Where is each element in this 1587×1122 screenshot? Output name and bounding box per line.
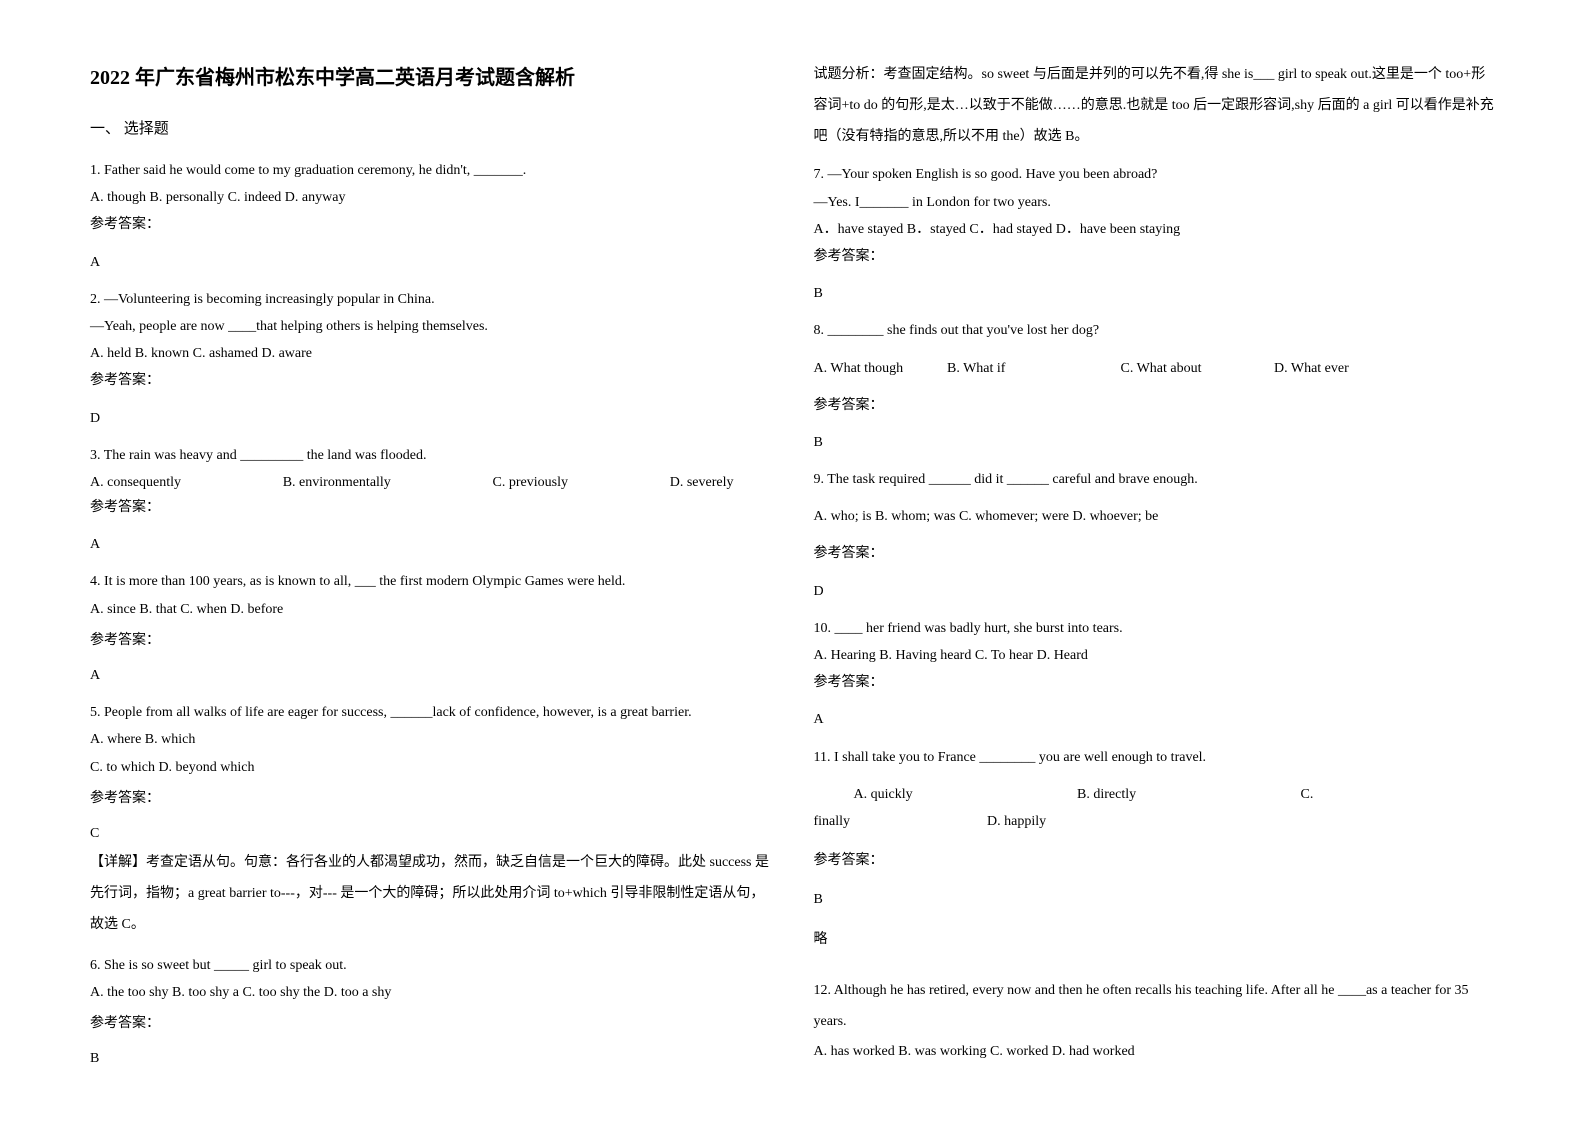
page-title: 2022 年广东省梅州市松东中学高二英语月考试题含解析	[90, 60, 774, 96]
section-header: 一、 选择题	[90, 116, 774, 143]
q10-answer: A	[814, 707, 1498, 732]
q5-options1: A. where B. which	[90, 727, 774, 752]
q4-answer-label: 参考答案：	[90, 628, 774, 653]
question-1: 1. Father said he would come to my gradu…	[90, 158, 774, 275]
q2-text2: —Yeah, people are now ____that helping o…	[90, 314, 774, 339]
q9-answer-label: 参考答案：	[814, 541, 1498, 566]
q5-answer-label: 参考答案：	[90, 786, 774, 811]
question-8: 8. ________ she finds out that you've lo…	[814, 318, 1498, 455]
q6-options: A. the too shy B. too shy a C. too shy t…	[90, 980, 774, 1005]
q11-text: 11. I shall take you to France ________ …	[814, 745, 1498, 770]
q12-text: 12. Although he has retired, every now a…	[814, 976, 1498, 1038]
q3-text: 3. The rain was heavy and _________ the …	[90, 443, 774, 468]
q10-text: 10. ____ her friend was badly hurt, she …	[814, 616, 1498, 641]
q7-text2: —Yes. I_______ in London for two years.	[814, 190, 1498, 215]
question-5: 5. People from all walks of life are eag…	[90, 700, 774, 940]
q9-options: A. who; is B. whom; was C. whomever; wer…	[814, 504, 1498, 529]
q2-answer: D	[90, 406, 774, 431]
q11-optA: A. quickly	[854, 782, 1074, 807]
q10-answer-label: 参考答案：	[814, 670, 1498, 695]
q6-answer-label: 参考答案：	[90, 1011, 774, 1036]
q7-answer-label: 参考答案：	[814, 244, 1498, 269]
q11-options-row1: A. quickly B. directly C.	[814, 782, 1498, 807]
q2-options: A. held B. known C. ashamed D. aware	[90, 341, 774, 366]
q8-answer-label: 参考答案：	[814, 393, 1498, 418]
q2-text1: 2. —Volunteering is becoming increasingl…	[90, 287, 774, 312]
q6-answer: B	[90, 1046, 774, 1071]
q8-answer: B	[814, 430, 1498, 455]
q7-text1: 7. —Your spoken English is so good. Have…	[814, 162, 1498, 187]
q11-explanation: 略	[814, 927, 1498, 952]
q3-answer-label: 参考答案：	[90, 495, 774, 520]
q7-answer: B	[814, 281, 1498, 306]
q3-optB: B. environmentally	[283, 470, 391, 495]
q5-options2: C. to which D. beyond which	[90, 755, 774, 780]
q1-answer: A	[90, 250, 774, 275]
question-2: 2. —Volunteering is becoming increasingl…	[90, 287, 774, 431]
q5-answer: C	[90, 821, 774, 846]
q11-optC: C.	[1301, 787, 1314, 802]
q4-options: A. since B. that C. when D. before	[90, 597, 774, 622]
question-3: 3. The rain was heavy and _________ the …	[90, 443, 774, 558]
q8-optB: B. What if	[947, 356, 1117, 381]
q8-optA: A. What though	[814, 356, 944, 381]
q6-explanation: 试题分析：考查固定结构。so sweet 与后面是并列的可以先不看,得 she …	[814, 60, 1498, 152]
q4-text: 4. It is more than 100 years, as is know…	[90, 569, 774, 594]
q8-text: 8. ________ she finds out that you've lo…	[814, 318, 1498, 343]
q1-answer-label: 参考答案：	[90, 212, 774, 237]
question-12: 12. Although he has retired, every now a…	[814, 976, 1498, 1065]
q8-optC: C. What about	[1121, 356, 1271, 381]
q11-optB: B. directly	[1077, 782, 1297, 807]
question-6: 6. She is so sweet but _____ girl to spe…	[90, 953, 774, 1072]
q3-optD: D. severely	[670, 470, 734, 495]
q8-options: A. What though B. What if C. What about …	[814, 356, 1498, 381]
question-4: 4. It is more than 100 years, as is know…	[90, 569, 774, 688]
q3-optA: A. consequently	[90, 470, 181, 495]
q3-optC: C. previously	[493, 470, 568, 495]
q1-text: 1. Father said he would come to my gradu…	[90, 158, 774, 183]
question-10: 10. ____ her friend was badly hurt, she …	[814, 616, 1498, 733]
q10-options: A. Hearing B. Having heard C. To hear D.…	[814, 643, 1498, 668]
q5-explanation: 【详解】考查定语从句。句意：各行各业的人都渴望成功，然而，缺乏自信是一个巨大的障…	[90, 848, 774, 940]
q12-options: A. has worked B. was working C. worked D…	[814, 1039, 1498, 1064]
question-9: 9. The task required ______ did it _____…	[814, 467, 1498, 604]
q11-options-row2: finally D. happily	[814, 809, 1498, 834]
q9-text: 9. The task required ______ did it _____…	[814, 467, 1498, 492]
q11-optD: D. happily	[987, 814, 1046, 829]
q4-answer: A	[90, 663, 774, 688]
q7-options: A．have stayed B．stayed C．had stayed D．ha…	[814, 217, 1498, 242]
q3-answer: A	[90, 532, 774, 557]
q5-text: 5. People from all walks of life are eag…	[90, 700, 774, 725]
q3-options: A. consequently B. environmentally C. pr…	[90, 470, 774, 495]
q6-text: 6. She is so sweet but _____ girl to spe…	[90, 953, 774, 978]
question-7: 7. —Your spoken English is so good. Have…	[814, 162, 1498, 306]
question-11: 11. I shall take you to France ________ …	[814, 745, 1498, 952]
q8-optD: D. What ever	[1274, 361, 1349, 376]
q11-optCfull: finally	[814, 809, 984, 834]
q9-answer: D	[814, 579, 1498, 604]
q11-answer-label: 参考答案：	[814, 848, 1498, 873]
q1-options: A. though B. personally C. indeed D. any…	[90, 185, 774, 210]
q11-answer: B	[814, 887, 1498, 912]
q2-answer-label: 参考答案：	[90, 368, 774, 393]
